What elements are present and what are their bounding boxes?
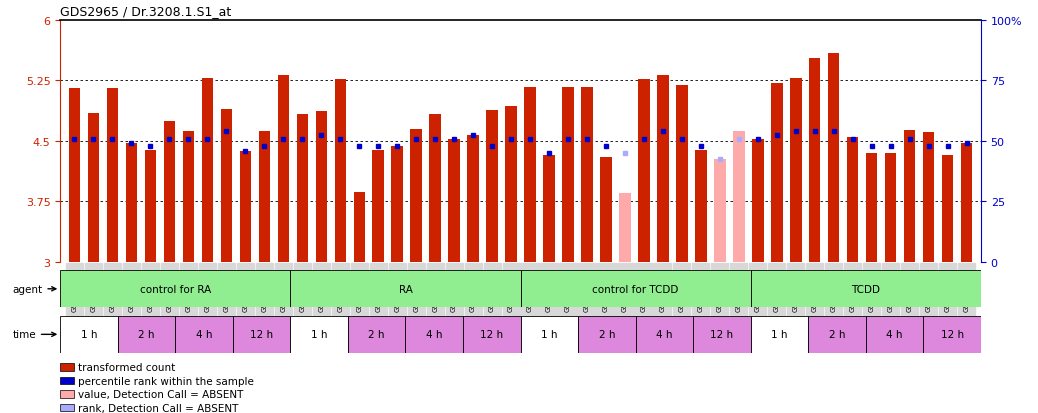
Bar (563, 88, 574, 262)
Bar (771, 84, 783, 262)
Text: transformed count: transformed count (79, 362, 175, 373)
Bar (578, 316, 635, 353)
Bar (790, 78, 801, 262)
Bar (354, 193, 365, 262)
Bar (117, 316, 175, 353)
Bar (866, 316, 924, 353)
Bar (847, 138, 858, 262)
Bar (60, 271, 291, 308)
Bar (809, 59, 820, 262)
Bar (334, 79, 346, 262)
Bar (373, 151, 384, 262)
Bar (348, 316, 406, 353)
Text: 4 h: 4 h (886, 330, 903, 339)
Bar (543, 156, 554, 262)
Bar (60, 316, 117, 353)
Bar (69, 89, 80, 262)
Bar (291, 271, 521, 308)
Bar (866, 154, 877, 262)
Bar (753, 140, 764, 262)
Bar (175, 316, 233, 353)
Text: 12 h: 12 h (940, 330, 963, 339)
Bar (693, 316, 750, 353)
Bar (463, 316, 521, 353)
Bar (258, 132, 270, 262)
Bar (750, 316, 809, 353)
Bar (676, 86, 687, 262)
Bar (714, 160, 726, 262)
Text: 4 h: 4 h (196, 330, 213, 339)
Bar (828, 54, 840, 262)
Bar (60, 390, 75, 398)
Bar (750, 271, 981, 308)
Bar (406, 316, 463, 353)
Bar (620, 194, 631, 262)
Text: 4 h: 4 h (656, 330, 673, 339)
Text: 12 h: 12 h (250, 330, 273, 339)
Bar (277, 76, 289, 262)
Text: 4 h: 4 h (426, 330, 442, 339)
Bar (520, 316, 578, 353)
Bar (60, 377, 75, 385)
Bar (60, 404, 75, 411)
Text: 2 h: 2 h (138, 330, 155, 339)
Bar (885, 154, 897, 262)
Bar (430, 115, 441, 262)
Bar (487, 111, 498, 262)
Text: 2 h: 2 h (368, 330, 385, 339)
Bar (448, 140, 460, 262)
Bar (144, 151, 156, 262)
Bar (88, 113, 99, 262)
Bar (240, 152, 251, 262)
Bar (183, 132, 194, 262)
Bar (506, 107, 517, 262)
Text: 2 h: 2 h (828, 330, 845, 339)
Bar (126, 144, 137, 262)
Text: 1 h: 1 h (771, 330, 788, 339)
Text: 1 h: 1 h (81, 330, 98, 339)
Bar (733, 132, 744, 262)
Bar (107, 89, 118, 262)
Bar (904, 131, 916, 262)
Bar (201, 78, 213, 262)
Text: percentile rank within the sample: percentile rank within the sample (79, 376, 254, 386)
Bar (600, 157, 611, 262)
Bar (291, 316, 348, 353)
Bar (164, 121, 175, 262)
Bar (524, 88, 536, 262)
Text: GDS2965 / Dr.3208.1.S1_at: GDS2965 / Dr.3208.1.S1_at (60, 5, 231, 18)
Bar (657, 76, 668, 262)
Bar (581, 88, 593, 262)
Bar (638, 79, 650, 262)
Text: RA: RA (399, 284, 412, 294)
Bar (316, 112, 327, 262)
Bar (961, 144, 973, 262)
Text: value, Detection Call = ABSENT: value, Detection Call = ABSENT (79, 389, 244, 399)
Text: rank, Detection Call = ABSENT: rank, Detection Call = ABSENT (79, 403, 239, 413)
Bar (467, 136, 479, 262)
Text: control for RA: control for RA (140, 284, 211, 294)
Bar (943, 155, 953, 262)
Bar (297, 115, 308, 262)
Bar (221, 109, 233, 262)
Text: 2 h: 2 h (599, 330, 616, 339)
Text: 12 h: 12 h (481, 330, 503, 339)
Text: time: time (12, 330, 56, 339)
Bar (809, 316, 866, 353)
Text: agent: agent (12, 284, 56, 294)
Text: 1 h: 1 h (311, 330, 327, 339)
Bar (635, 316, 693, 353)
Text: control for TCDD: control for TCDD (593, 284, 679, 294)
Text: 12 h: 12 h (710, 330, 734, 339)
Bar (410, 129, 421, 262)
Bar (60, 363, 75, 371)
Bar (695, 151, 707, 262)
Bar (923, 133, 934, 262)
Bar (924, 316, 981, 353)
Bar (391, 147, 403, 262)
Text: TCDD: TCDD (851, 284, 880, 294)
Bar (520, 271, 750, 308)
Bar (233, 316, 291, 353)
Text: 1 h: 1 h (541, 330, 557, 339)
